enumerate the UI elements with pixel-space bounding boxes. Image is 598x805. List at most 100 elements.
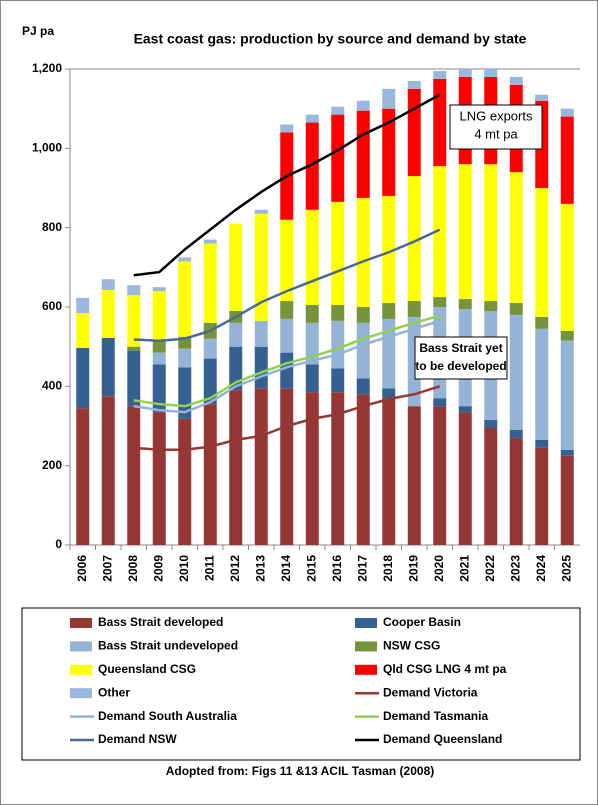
bar [331,305,345,321]
bar [356,197,370,307]
legend-swatch [355,664,377,675]
bar [407,80,421,89]
legend-label: Qld CSG LNG 4 mt pa [383,662,507,676]
bar [280,301,294,319]
bar [127,285,141,296]
bar [76,312,90,348]
bar [305,364,319,393]
bar [331,106,345,115]
bar [407,406,421,545]
bar [433,406,447,545]
legend-label: Demand NSW [98,732,177,746]
bar [560,449,574,456]
demand-line [133,385,441,452]
y-tick-label: 0 [55,537,62,551]
y-tick-label: 600 [42,299,62,313]
bar [203,404,217,545]
annotation-text: 4 mt pa [474,126,518,141]
bar [101,289,115,338]
bar [535,328,549,440]
bar [254,320,268,347]
bar [280,388,294,545]
bar [560,108,574,117]
bar [560,330,574,341]
bar [152,364,166,413]
demand-line [133,228,441,342]
bar [382,388,396,399]
annotation-text: to be developed [415,359,506,373]
bar [305,305,319,323]
legend-label: Other [98,685,130,699]
bar [178,336,192,349]
bar [535,439,549,448]
bar [178,257,192,262]
bar [203,338,217,359]
bar [305,322,319,365]
x-tick-label: 2023 [508,555,522,582]
x-tick-label: 2017 [355,555,369,582]
bar [101,279,115,290]
bar [203,358,217,405]
bar [484,164,498,302]
demand-line [133,314,441,408]
bar [407,176,421,302]
bar [458,412,472,545]
legend-swatch [355,618,377,628]
x-tick-label: 2019 [406,555,420,582]
bar [152,287,166,292]
bar [152,291,166,341]
bar [229,322,243,347]
annotation-text: LNG exports [460,108,533,123]
legend-label: Bass Strait undeveloped [98,639,238,653]
bar [229,223,243,311]
bar [458,69,472,77]
bar [382,88,396,109]
bar [280,352,294,389]
bar [407,301,421,317]
bar [101,396,115,545]
bar [127,346,141,351]
bar [407,88,421,177]
bar [382,108,396,196]
bar [229,390,243,545]
legend-swatch [70,641,92,652]
bar [356,378,370,395]
annotation-box [414,336,508,380]
legend-label: Demand Tasmania [383,709,488,723]
bar [509,429,523,438]
demand-line [133,93,441,277]
bar [560,203,574,331]
x-tick-label: 2010 [177,555,191,582]
bar [484,427,498,545]
bar [484,420,498,428]
annotation-box [449,104,543,150]
bar [152,412,166,545]
bar [433,166,447,298]
y-tick-label: 400 [42,379,62,393]
x-tick-label: 2006 [75,555,89,582]
y-tick-label: 1,200 [32,61,62,75]
bar [101,337,115,397]
bar [509,303,523,315]
bar [560,340,574,450]
bar [560,116,574,204]
legend-swatch [70,618,92,628]
bar [509,76,523,85]
bar [356,100,370,111]
bar [331,114,345,202]
bar [484,301,498,311]
bar [280,318,294,353]
bar [356,394,370,545]
bar [152,352,166,365]
x-tick-label: 2015 [304,555,318,582]
bar [535,447,549,545]
bar [433,78,447,167]
y-tick-label: 200 [42,458,62,472]
x-tick-label: 2024 [534,555,548,582]
bar [382,398,396,545]
x-tick-label: 2007 [100,555,114,582]
x-tick-label: 2020 [432,555,446,582]
bar [331,392,345,545]
bar [203,239,217,244]
